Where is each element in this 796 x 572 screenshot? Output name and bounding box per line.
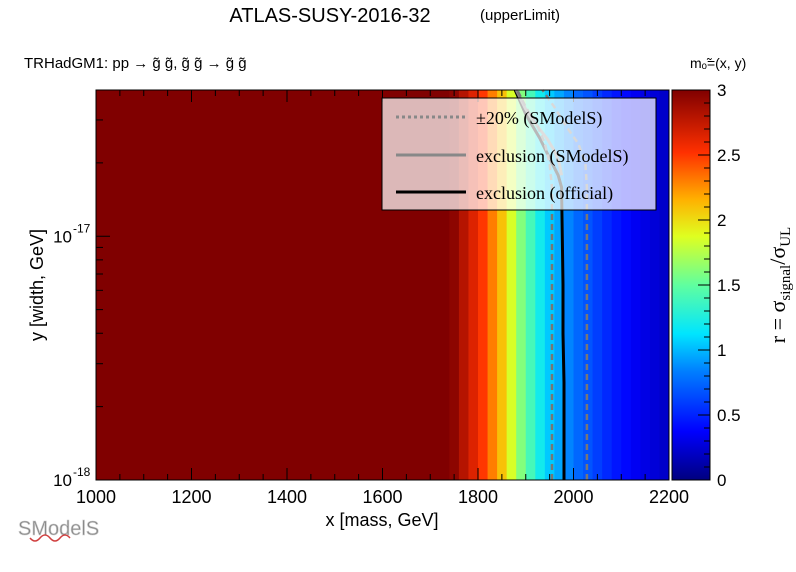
heatmap-cell — [458, 90, 469, 480]
heatmap-cell — [563, 90, 574, 480]
x-tick-label: 2200 — [649, 487, 689, 507]
x-axis-label: x [mass, GeV] — [325, 510, 438, 530]
colorbar-label-text: r = σsignal/σUL — [765, 227, 794, 343]
heatmap-cell — [478, 90, 489, 480]
heatmap-cell — [592, 90, 603, 480]
z-tick-label: 2 — [717, 211, 726, 230]
z-tick-label: 3 — [717, 81, 726, 100]
heatmap-cell — [544, 90, 555, 480]
z-tick-label: 1.5 — [717, 276, 741, 295]
heatmap-cell — [640, 90, 651, 480]
chart-subtitle: TRHadGM1: pp → g̃ g̃, g̃ g̃ → g̃ g̃ — [24, 55, 247, 72]
y-tick-exponent: -18 — [73, 465, 91, 479]
heatmap-cell — [602, 90, 613, 480]
logo-text: SModelS — [18, 518, 99, 540]
z-tick-label: 1 — [717, 341, 726, 360]
x-tick-label: 1400 — [267, 487, 307, 507]
mass-label: mₒ̃=(x, y) — [690, 55, 746, 71]
heatmap-cell — [611, 90, 622, 480]
heatmap-cell — [506, 90, 517, 480]
colorbar-label: r = σsignal/σUL — [765, 227, 794, 343]
y-axis-label: y [width, GeV] — [27, 229, 47, 341]
heatmap-cell — [449, 90, 460, 480]
z-tick-label: 2.5 — [717, 146, 741, 165]
heatmap-cell — [659, 90, 670, 480]
y-tick-label: 10 — [53, 471, 72, 490]
chart-title-suffix: (upperLimit) — [480, 7, 560, 24]
y-tick-label: 10 — [53, 227, 72, 246]
heatmap-cell — [516, 90, 527, 480]
z-tick-label: 0 — [717, 471, 726, 490]
x-tick-label: 1800 — [458, 487, 498, 507]
z-tick-label: 0.5 — [717, 406, 741, 425]
y-tick-exponent: -17 — [73, 221, 91, 235]
heatmap-cell — [525, 90, 536, 480]
heatmap-cell — [487, 90, 498, 480]
heatmap-cell — [468, 90, 479, 480]
heatmap-cell — [649, 90, 660, 480]
heatmap-cell — [573, 90, 584, 480]
colorbar-axis: 0 0.5 1 1.5 2 2.5 3 — [698, 81, 741, 490]
logo-squiggle — [29, 534, 71, 542]
x-tick-label: 1600 — [362, 487, 402, 507]
heatmap-cell — [497, 90, 508, 480]
chart-title: ATLAS-SUSY-2016-32 — [229, 5, 430, 27]
heatmap-cell — [554, 90, 565, 480]
heatmap-cell — [621, 90, 632, 480]
legend-label-band: ±20% (SModelS) — [476, 108, 602, 129]
heatmap-cell — [630, 90, 641, 480]
smodels-logo: SModelS — [18, 518, 99, 542]
legend-label-smodels: exclusion (SModelS) — [476, 146, 629, 167]
x-tick-label: 1200 — [171, 487, 211, 507]
x-tick-label: 1000 — [76, 487, 116, 507]
legend: ±20% (SModelS) exclusion (SModelS) exclu… — [381, 97, 657, 211]
x-axis: 1000 1200 1400 1600 1800 2000 2200 — [76, 90, 689, 507]
heatmap-cell — [535, 90, 546, 480]
legend-label-official: exclusion (official) — [476, 183, 613, 204]
x-tick-label: 2000 — [553, 487, 593, 507]
